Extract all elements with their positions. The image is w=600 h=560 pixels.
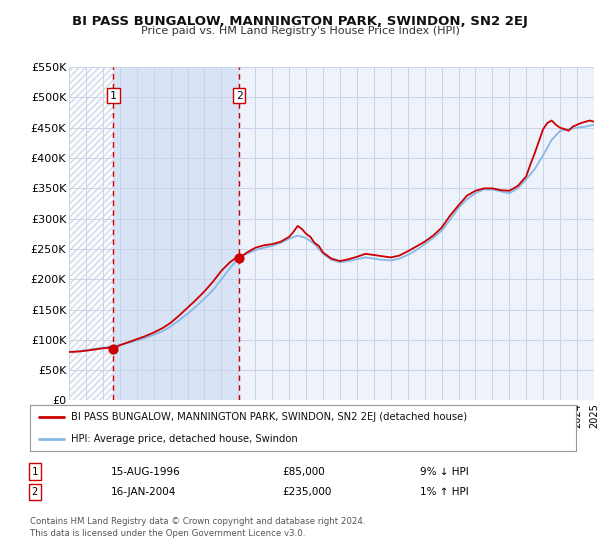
Text: 1: 1 <box>110 91 117 101</box>
Text: BI PASS BUNGALOW, MANNINGTON PARK, SWINDON, SN2 2EJ: BI PASS BUNGALOW, MANNINGTON PARK, SWIND… <box>72 15 528 28</box>
Text: 9% ↓ HPI: 9% ↓ HPI <box>420 466 469 477</box>
Text: 2: 2 <box>236 91 242 101</box>
Text: 15-AUG-1996: 15-AUG-1996 <box>111 466 181 477</box>
Point <box>109 344 118 353</box>
Point <box>234 254 244 263</box>
Text: 1% ↑ HPI: 1% ↑ HPI <box>420 487 469 497</box>
Text: Contains HM Land Registry data © Crown copyright and database right 2024.: Contains HM Land Registry data © Crown c… <box>30 517 365 526</box>
Text: £85,000: £85,000 <box>282 466 325 477</box>
Text: Price paid vs. HM Land Registry's House Price Index (HPI): Price paid vs. HM Land Registry's House … <box>140 26 460 36</box>
Text: BI PASS BUNGALOW, MANNINGTON PARK, SWINDON, SN2 2EJ (detached house): BI PASS BUNGALOW, MANNINGTON PARK, SWIND… <box>71 412 467 422</box>
Text: HPI: Average price, detached house, Swindon: HPI: Average price, detached house, Swin… <box>71 435 298 444</box>
Bar <box>69 67 113 400</box>
Text: £235,000: £235,000 <box>282 487 331 497</box>
Text: 1: 1 <box>32 466 38 477</box>
Text: This data is licensed under the Open Government Licence v3.0.: This data is licensed under the Open Gov… <box>30 529 305 538</box>
Text: 16-JAN-2004: 16-JAN-2004 <box>111 487 176 497</box>
Text: 2: 2 <box>32 487 38 497</box>
Bar <box>113 67 239 400</box>
